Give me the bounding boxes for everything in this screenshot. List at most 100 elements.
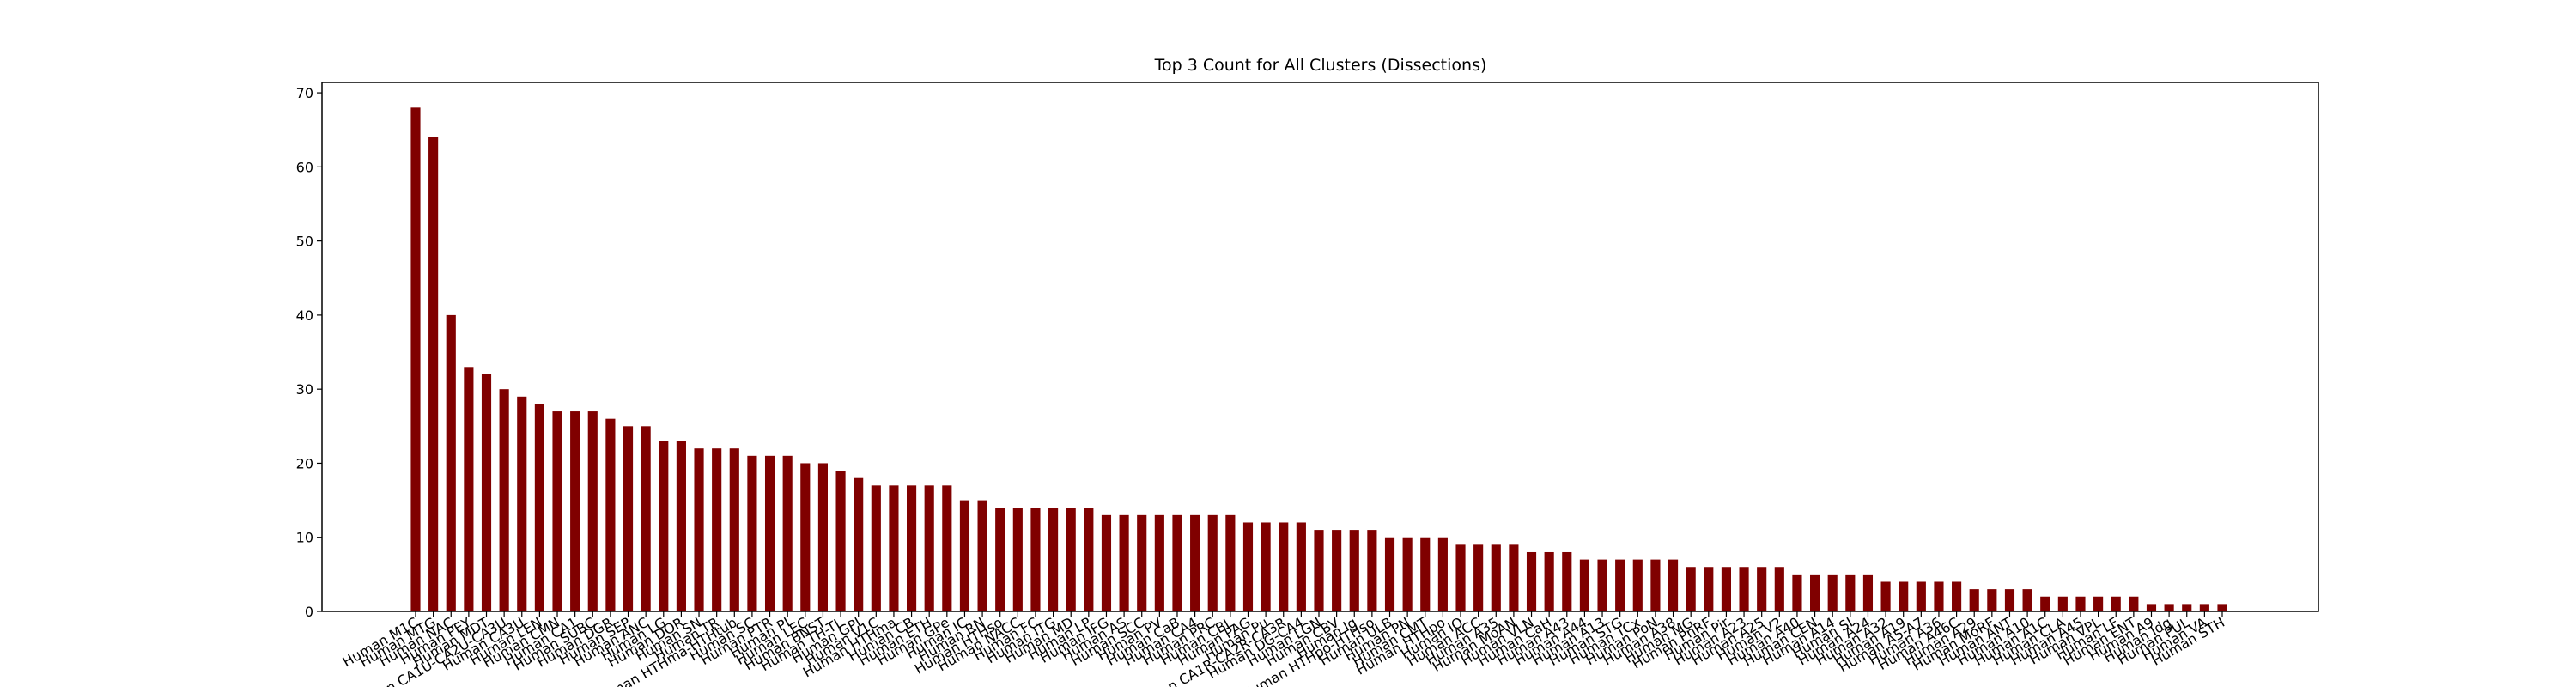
bar bbox=[1332, 530, 1342, 611]
bar bbox=[764, 455, 775, 611]
bar bbox=[924, 485, 934, 611]
bar bbox=[1739, 567, 1749, 611]
bar bbox=[499, 389, 509, 611]
y-tick-label: 10 bbox=[296, 530, 313, 546]
bar bbox=[570, 411, 580, 611]
chart-title: Top 3 Count for All Clusters (Dissection… bbox=[1154, 56, 1487, 75]
bar bbox=[1225, 514, 1236, 611]
bar bbox=[782, 455, 793, 611]
bar bbox=[1969, 589, 1979, 611]
bar bbox=[2075, 596, 2086, 611]
bar bbox=[1987, 589, 1997, 611]
bar bbox=[1916, 581, 1926, 611]
bar bbox=[1437, 537, 1448, 611]
bar bbox=[2199, 604, 2209, 611]
bar bbox=[1420, 537, 1431, 611]
bar bbox=[2057, 596, 2068, 611]
bar bbox=[2217, 604, 2227, 611]
bar bbox=[942, 485, 952, 611]
bar bbox=[977, 500, 987, 611]
bar bbox=[2022, 589, 2032, 611]
bar bbox=[446, 314, 456, 611]
bar bbox=[2146, 604, 2157, 611]
bar bbox=[712, 448, 722, 611]
bar bbox=[1792, 574, 1802, 611]
bar bbox=[1632, 559, 1643, 611]
bar bbox=[1207, 514, 1218, 611]
bar bbox=[1296, 522, 1306, 611]
y-tick-label: 30 bbox=[296, 381, 313, 398]
bar bbox=[1757, 567, 1767, 611]
bar bbox=[1119, 514, 1129, 611]
bar bbox=[1154, 514, 1164, 611]
bar bbox=[1314, 530, 1324, 611]
bar bbox=[800, 463, 811, 611]
bar bbox=[1190, 514, 1200, 611]
bar bbox=[1066, 508, 1076, 611]
bar bbox=[1579, 559, 1589, 611]
bar bbox=[587, 411, 598, 611]
bar bbox=[1349, 530, 1359, 611]
bar bbox=[1455, 544, 1466, 611]
bar bbox=[2164, 604, 2174, 611]
bar bbox=[659, 441, 669, 611]
bar bbox=[1473, 544, 1484, 611]
bar bbox=[1261, 522, 1271, 611]
bar bbox=[676, 441, 686, 611]
bar bbox=[481, 374, 492, 611]
bar bbox=[1384, 537, 1395, 611]
bar bbox=[2111, 596, 2121, 611]
bar bbox=[817, 463, 829, 611]
bar bbox=[1172, 514, 1182, 611]
bar bbox=[410, 107, 421, 612]
bar bbox=[747, 455, 757, 611]
bar bbox=[1048, 508, 1059, 611]
bar bbox=[729, 448, 739, 611]
bar bbox=[1101, 514, 1112, 611]
bar bbox=[1562, 551, 1572, 611]
bar bbox=[1880, 581, 1891, 611]
bar bbox=[1242, 522, 1254, 611]
bar bbox=[1526, 551, 1537, 611]
bar bbox=[2040, 596, 2050, 611]
bar bbox=[1650, 559, 1661, 611]
bar bbox=[1862, 574, 1874, 611]
bar bbox=[517, 396, 527, 611]
bar bbox=[959, 500, 970, 611]
bar bbox=[1137, 514, 1147, 611]
bar bbox=[605, 418, 616, 611]
bar bbox=[871, 485, 881, 611]
bar bbox=[2004, 589, 2015, 611]
bar bbox=[1615, 559, 1625, 611]
bar bbox=[1030, 508, 1041, 611]
bar bbox=[2129, 596, 2139, 611]
bar bbox=[995, 508, 1005, 611]
bar bbox=[889, 485, 899, 611]
y-tick-label: 50 bbox=[296, 234, 313, 250]
bar bbox=[694, 448, 704, 611]
y-tick-label: 60 bbox=[296, 159, 313, 175]
bar bbox=[1012, 508, 1023, 611]
bar bbox=[1509, 544, 1519, 611]
bar bbox=[1774, 567, 1784, 611]
bar bbox=[1597, 559, 1607, 611]
bar bbox=[1544, 551, 1554, 611]
bar bbox=[1809, 574, 1820, 611]
bar bbox=[1686, 567, 1696, 611]
bar bbox=[1934, 581, 1944, 611]
bar bbox=[1704, 567, 1714, 611]
bar bbox=[1402, 537, 1413, 611]
bar bbox=[641, 426, 651, 611]
y-tick-label: 70 bbox=[296, 85, 313, 101]
bar bbox=[534, 404, 544, 611]
bar bbox=[1952, 581, 1962, 611]
bar bbox=[1491, 544, 1501, 611]
bar bbox=[464, 367, 474, 611]
bar bbox=[906, 485, 917, 611]
bar bbox=[835, 471, 846, 611]
bar bbox=[1367, 530, 1377, 611]
bar bbox=[1827, 574, 1838, 611]
bar bbox=[1845, 574, 1856, 611]
